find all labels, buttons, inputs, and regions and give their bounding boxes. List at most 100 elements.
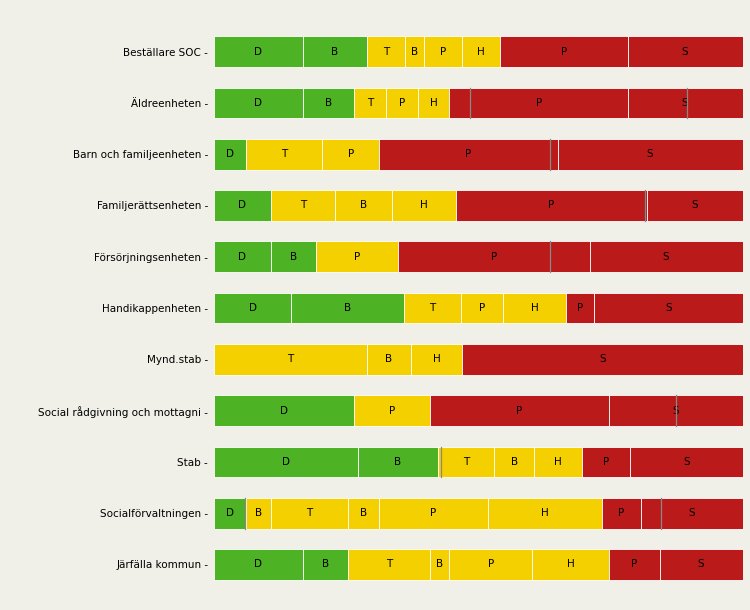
Text: P: P [354,252,360,262]
Bar [347,498,380,529]
Bar [358,447,438,477]
Text: T: T [300,201,306,210]
Bar [303,549,347,580]
Text: S: S [692,201,698,210]
Bar [558,139,742,170]
Text: D: D [282,457,290,467]
Bar [534,447,582,477]
Text: B: B [344,303,351,313]
Text: P: P [561,46,567,57]
Bar [430,549,449,580]
Text: P: P [631,559,638,570]
Text: B: B [386,354,392,364]
Text: D: D [226,508,234,518]
Bar [392,190,456,221]
Bar [245,498,271,529]
Text: S: S [672,406,679,415]
Text: H: H [433,354,440,364]
Bar [214,87,303,118]
Text: D: D [254,98,262,108]
Text: P: P [488,559,494,570]
Text: S: S [682,46,688,57]
Bar [438,447,494,477]
Text: H: H [554,457,562,467]
Bar [424,36,462,67]
Bar [411,344,462,375]
Bar [380,139,558,170]
Bar [347,549,430,580]
Bar [303,87,354,118]
Text: T: T [382,46,389,57]
Text: B: B [360,201,367,210]
Text: B: B [436,559,443,570]
Text: S: S [698,559,704,570]
Text: H: H [478,46,485,57]
Text: B: B [255,508,262,518]
Bar [214,36,303,67]
Bar [398,242,590,272]
Bar [367,344,411,375]
Bar [386,87,418,118]
Bar [609,549,660,580]
Text: T: T [386,559,392,570]
Text: D: D [238,201,247,210]
Text: S: S [683,457,690,467]
Bar [291,293,404,323]
Bar [462,36,500,67]
Bar [214,139,245,170]
Text: H: H [531,303,538,313]
Text: P: P [389,406,395,415]
Text: P: P [430,508,436,518]
Text: B: B [332,46,338,57]
Text: P: P [618,508,625,518]
Text: P: P [578,303,584,313]
Bar [628,87,742,118]
Text: B: B [360,508,367,518]
Text: B: B [322,559,328,570]
Bar [456,190,647,221]
Text: H: H [566,559,574,570]
Text: T: T [280,149,287,159]
Bar [405,36,424,67]
Bar [647,190,742,221]
Text: S: S [646,149,653,159]
Bar [628,36,742,67]
Bar [582,447,630,477]
Text: P: P [466,149,472,159]
Text: H: H [430,98,437,108]
Bar [595,293,742,323]
Bar [630,447,742,477]
Bar [532,549,609,580]
Bar [271,190,334,221]
Text: B: B [511,457,518,467]
Bar [494,447,534,477]
Bar [354,87,386,118]
Bar [367,36,405,67]
Text: P: P [398,98,405,108]
Text: B: B [290,252,297,262]
Text: H: H [420,201,428,210]
Text: D: D [238,252,247,262]
Bar [609,395,742,426]
Text: B: B [394,457,401,467]
Bar [500,36,628,67]
Text: S: S [682,98,688,108]
Bar [214,190,271,221]
Bar [566,293,595,323]
Bar [660,549,742,580]
Bar [404,293,460,323]
Text: P: P [517,406,523,415]
Text: T: T [463,457,470,467]
Text: P: P [440,46,446,57]
Bar [214,447,358,477]
Text: D: D [254,559,262,570]
Bar [462,344,742,375]
Text: P: P [491,252,497,262]
Text: P: P [536,98,542,108]
Bar [214,549,303,580]
Text: T: T [367,98,373,108]
Bar [460,293,503,323]
Bar [271,242,316,272]
Text: S: S [688,508,694,518]
Bar [640,498,742,529]
